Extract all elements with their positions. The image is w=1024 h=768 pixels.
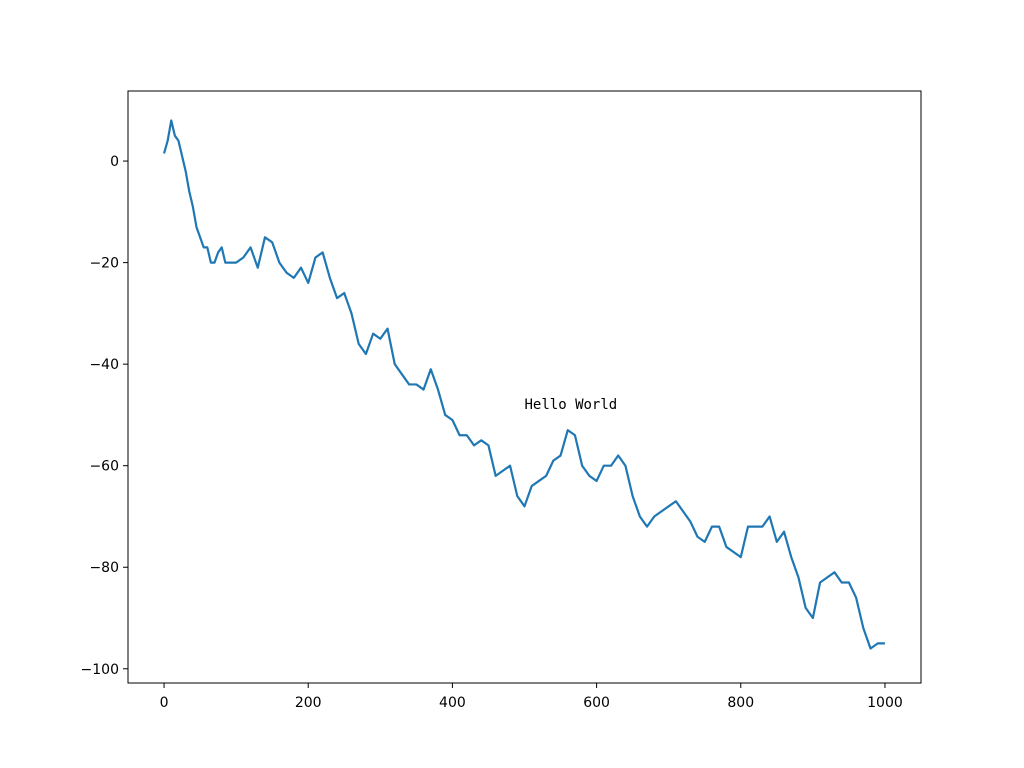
x-tick-label: 0 <box>160 695 169 711</box>
y-tick-label: −40 <box>89 357 119 373</box>
x-tick-label: 600 <box>583 695 610 711</box>
x-tick-label: 1000 <box>867 695 903 711</box>
y-tick-label: −60 <box>89 459 119 475</box>
x-tick-label: 800 <box>727 695 754 711</box>
y-tick-label: −20 <box>89 256 119 272</box>
y-tick-label: −100 <box>81 662 119 678</box>
y-tick-label: −80 <box>89 560 119 576</box>
plot-frame <box>127 90 922 684</box>
annotation: Hello World <box>525 397 618 413</box>
line-series <box>162 119 885 650</box>
y-tick-label: 0 <box>110 154 119 170</box>
x-tick-label: 200 <box>295 695 322 711</box>
x-tick-label: 400 <box>439 695 466 711</box>
